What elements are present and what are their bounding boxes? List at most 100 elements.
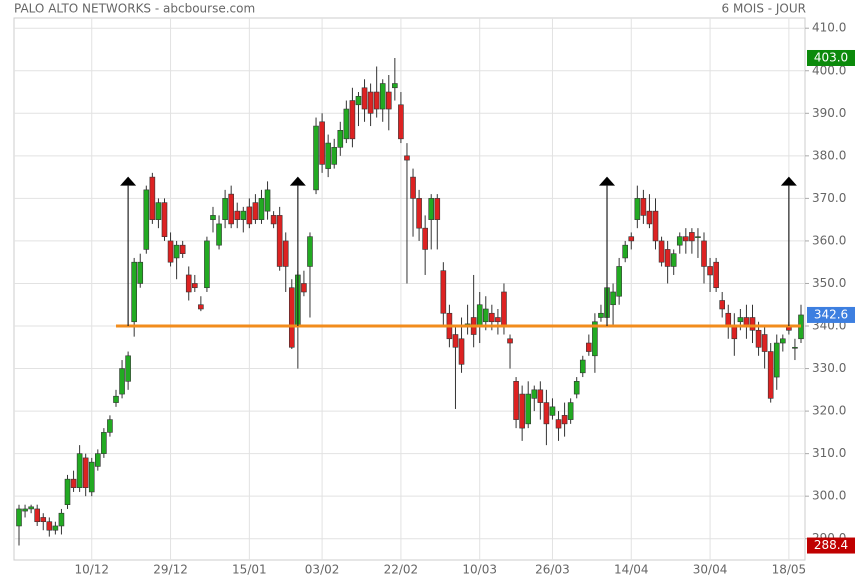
candle-body — [307, 236, 313, 267]
candle-body — [131, 261, 137, 323]
candle-body — [313, 125, 319, 191]
y-tick-label: 320.0 — [812, 404, 846, 418]
candle-body — [482, 308, 489, 323]
candle-body — [628, 236, 635, 242]
candle-body — [495, 317, 501, 323]
candle-body — [579, 359, 586, 374]
candle-body — [240, 210, 247, 220]
candle-body — [246, 206, 253, 225]
candle-body — [46, 521, 53, 531]
x-tick-label: 14/04 — [614, 563, 649, 577]
candle-body — [137, 261, 144, 284]
candle-body — [616, 266, 622, 297]
candle-body — [749, 317, 756, 331]
candle-body — [70, 478, 77, 488]
candle-body — [143, 189, 150, 250]
candle-body — [640, 198, 647, 216]
candle-body — [543, 402, 550, 425]
candle-body — [476, 304, 483, 327]
y-tick-label: 350.0 — [812, 276, 846, 290]
candle-body — [713, 261, 719, 289]
candle-body — [185, 274, 192, 293]
x-tick-label: 29/12 — [153, 563, 188, 577]
candle-body — [34, 508, 40, 523]
candle-body — [349, 100, 356, 140]
candle-body — [689, 232, 695, 242]
candle-body — [16, 508, 22, 527]
candle-body — [428, 198, 435, 220]
candle-body — [28, 506, 34, 510]
arrow-head — [599, 176, 616, 186]
price-label-box — [807, 49, 855, 66]
candle-body — [101, 432, 107, 454]
candle-body — [767, 351, 774, 399]
candle-body — [228, 193, 234, 225]
candle-body — [561, 415, 568, 425]
candle-body — [325, 142, 331, 169]
x-tick-label: 26/03 — [535, 563, 570, 577]
y-tick-label: 400.0 — [812, 63, 846, 77]
candle-body — [531, 389, 538, 399]
candle-body — [610, 291, 616, 306]
candle-body — [622, 244, 629, 259]
candle-body — [434, 198, 441, 220]
candle-body — [107, 419, 113, 433]
candle-body — [537, 389, 544, 403]
candle-body — [422, 227, 428, 250]
chart-title: PALO ALTO NETWORKS - abcbourse.com — [14, 2, 255, 16]
candle-body — [76, 453, 83, 488]
x-tick-label: 22/02 — [384, 563, 419, 577]
candle-body — [501, 291, 507, 327]
candle-body — [404, 155, 410, 161]
candle-body — [113, 395, 119, 403]
candle-body — [507, 338, 513, 344]
candle-body — [373, 91, 380, 110]
candle-body — [773, 342, 780, 378]
candle-body — [555, 419, 562, 429]
x-tick-label: 10/03 — [462, 563, 497, 577]
candle-body — [40, 517, 47, 523]
candle-body — [452, 334, 459, 348]
candle-body — [282, 240, 289, 267]
candle-body — [410, 176, 416, 199]
candle-body — [725, 312, 732, 327]
candle-body — [204, 240, 210, 289]
candle-body — [252, 202, 259, 220]
candle-body — [125, 355, 131, 382]
y-tick-label: 310.0 — [812, 446, 846, 460]
candle-body — [458, 338, 465, 365]
candle-body — [264, 189, 271, 212]
y-tick-label: 300.0 — [812, 489, 846, 503]
plot-frame — [13, 17, 806, 561]
candle-body — [161, 202, 168, 237]
candle-body — [222, 198, 228, 220]
candle-body — [440, 270, 447, 314]
candle-body — [367, 91, 374, 114]
candle-body — [525, 393, 532, 425]
candle-body — [646, 210, 653, 225]
candle-body — [191, 283, 198, 289]
candle-body — [701, 240, 707, 267]
price-label-box — [807, 537, 855, 554]
candle-body — [95, 453, 101, 467]
arrow-head — [120, 176, 137, 186]
y-tick-label: 410.0 — [812, 21, 846, 35]
candle-body — [707, 266, 713, 276]
price-label-box — [807, 306, 855, 323]
candle-body — [167, 240, 174, 263]
candle-body — [634, 198, 641, 220]
candle-body — [155, 202, 162, 220]
candle-body — [737, 317, 744, 323]
candle-body — [398, 104, 404, 140]
candle-body — [216, 223, 222, 246]
candle-body — [276, 215, 283, 267]
candle-body — [652, 210, 659, 242]
candle-body — [695, 236, 701, 238]
price-label: 403.0 — [814, 50, 848, 64]
candle-body — [658, 240, 665, 263]
arrow-head — [289, 176, 306, 186]
price-label: 342.6 — [814, 307, 848, 321]
candle-body — [676, 236, 683, 246]
candle-body — [343, 108, 350, 140]
candle-body — [258, 198, 265, 220]
